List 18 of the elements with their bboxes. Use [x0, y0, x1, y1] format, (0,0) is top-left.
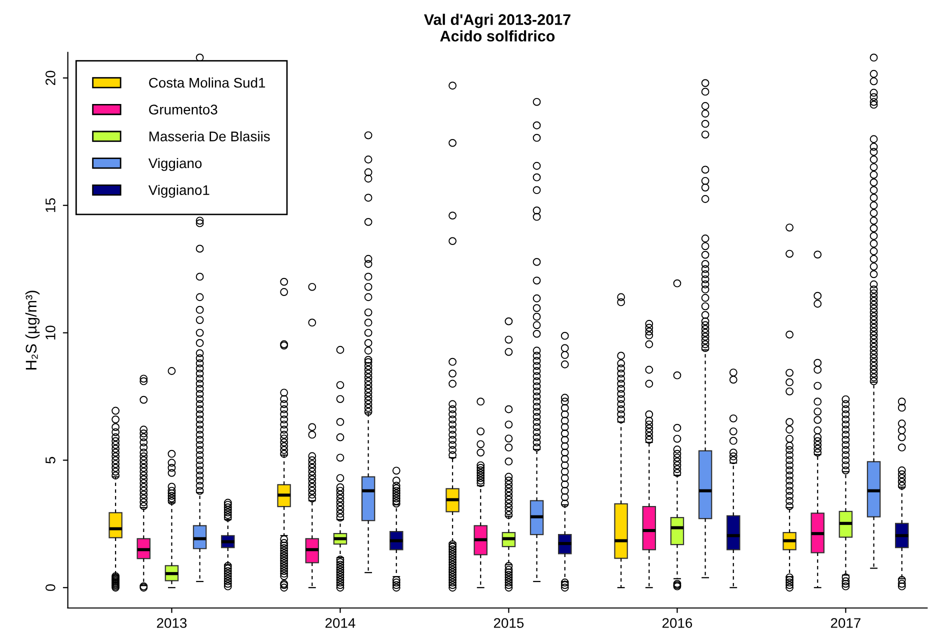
x-tick-label: 2016	[662, 618, 692, 628]
chart-subtitle: Acido solfidrico	[440, 30, 555, 42]
legend-label: Masseria De Blasiis	[150, 131, 270, 142]
y-axis-title: H₂S (µg/m³)	[25, 290, 40, 370]
x-tick-label: 2017	[830, 618, 860, 628]
legend-label: Viggiano	[148, 158, 202, 171]
x-tick-label: 2015	[494, 618, 524, 628]
legend-label: Viggiano1	[148, 184, 210, 198]
x-tick-label: 2013	[156, 618, 187, 628]
y-tick-label: 15	[46, 198, 56, 212]
chart-title: Val d'Agri 2013-2017	[424, 14, 570, 28]
x-tick-label: 2014	[325, 618, 356, 628]
legend-label: Grumento3	[149, 104, 218, 115]
y-tick-label: 0	[46, 584, 56, 591]
y-tick-label: 5	[46, 456, 56, 464]
y-tick-label: 20	[46, 70, 56, 85]
legend-label: Costa Molina Sud1	[149, 77, 266, 88]
y-tick-label: 10	[46, 326, 56, 340]
